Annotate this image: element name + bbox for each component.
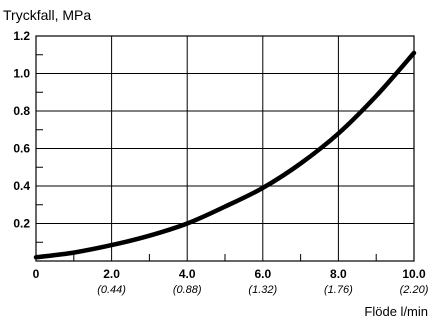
y-tick-labels: 0.2 0.4 0.6 0.8 1.0 1.2 [13,29,30,231]
y-tick-label: 1.0 [13,67,30,81]
y-axis-title: Tryckfall, MPa [3,7,91,23]
x-tick-label: 8.0 [330,267,347,281]
x-tick-label: 2.0 [103,267,120,281]
x-tick-secondary-label: (0.88) [173,284,202,296]
y-tick-label: 1.2 [13,29,30,43]
x-tick-labels: 0 2.0 (0.44) 4.0 (0.88) 6.0 (1.32) 8.0 (1.76) 10.… [33,267,429,296]
plot-frame [35,35,415,262]
x-tick-label: 10.0 [402,267,426,281]
x-tick-secondary-label: (1.76) [324,284,353,296]
minor-ticks [36,54,377,261]
x-tick-label: 6.0 [254,267,271,281]
y-tick-label: 0.4 [13,179,30,193]
x-tick-secondary-label: (1.32) [248,284,277,296]
y-tick-label: 0.6 [13,142,30,156]
x-tick-label: 0 [33,267,40,281]
series-line [33,50,417,260]
y-tick-label: 0.2 [13,217,30,231]
x-tick-secondary-label: (0.44) [97,284,126,296]
grid [35,35,415,261]
x-tick-secondary-label: (2.20) [400,284,429,296]
x-tick-label: 4.0 [179,267,196,281]
x-axis-title: Flöde l/min [364,304,428,319]
y-tick-label: 0.8 [13,104,30,118]
